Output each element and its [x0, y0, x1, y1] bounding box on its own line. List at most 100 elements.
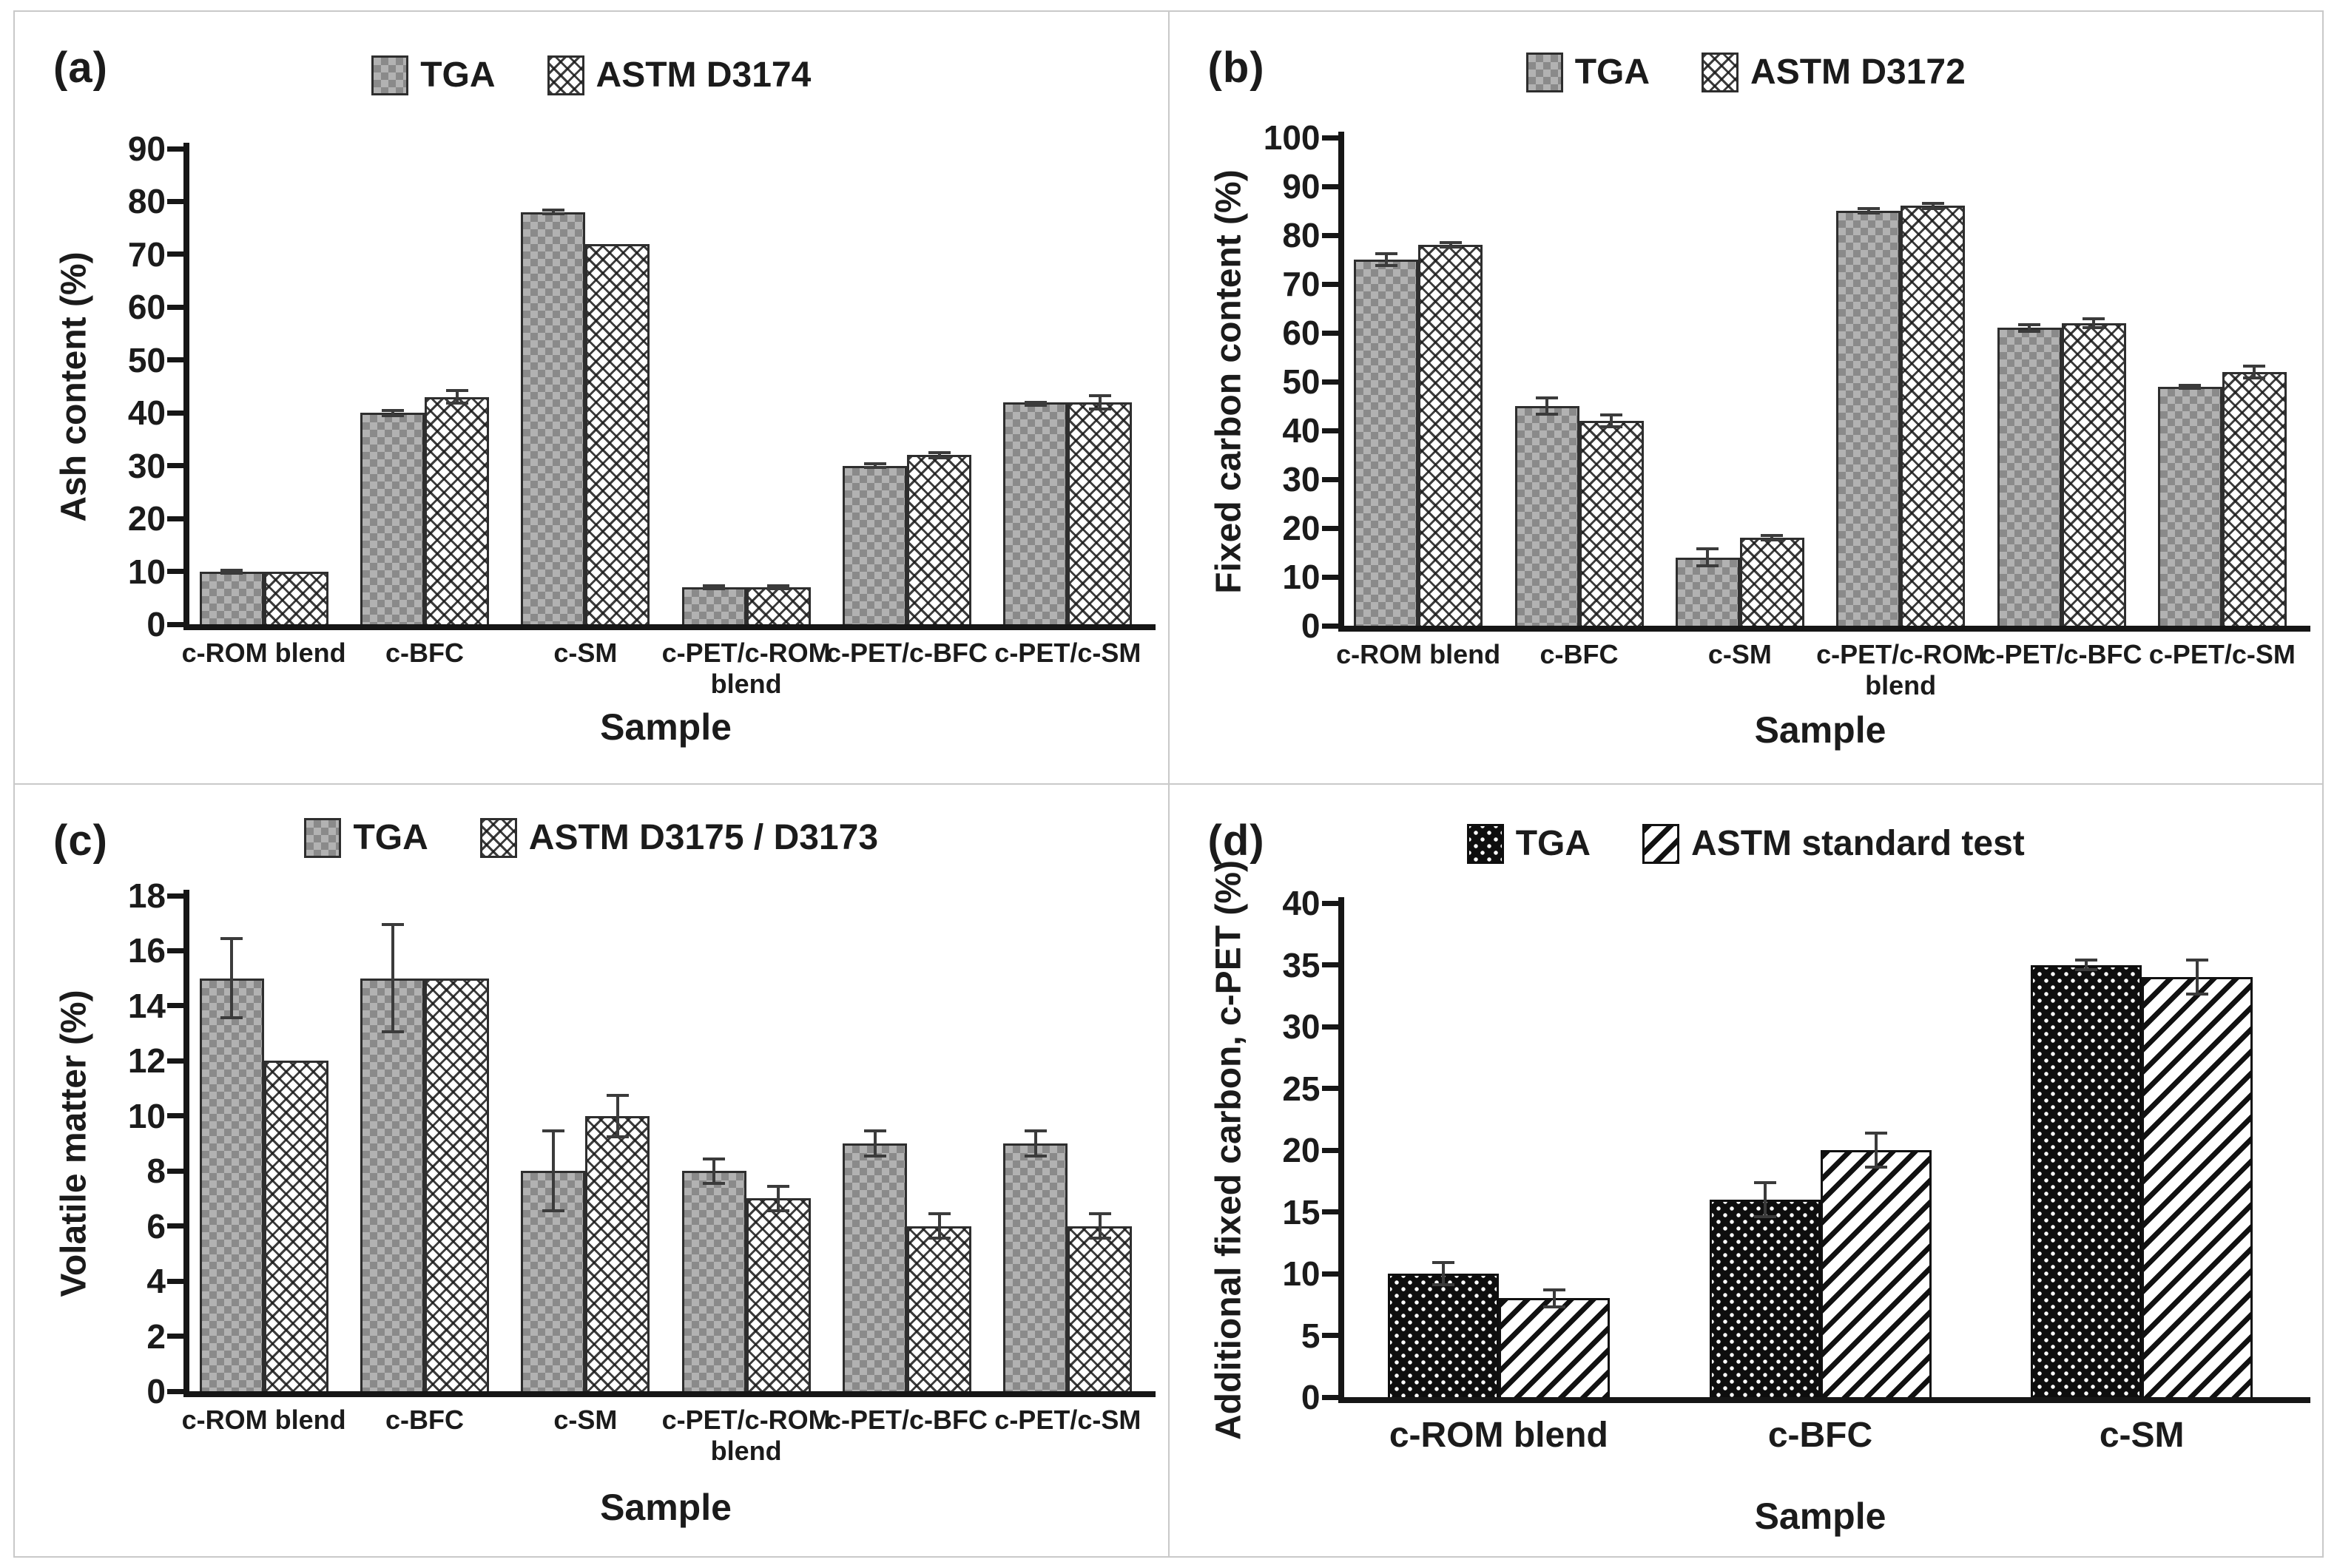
panel-label-b: (b)	[1207, 44, 1265, 92]
panel-b: (b) TGA ASTM D3172 100 90 80 70 60 50 40 30 20 10 0…	[1169, 12, 2323, 783]
y-tick-label: 40	[1282, 884, 1321, 922]
y-axis-line	[1338, 132, 1344, 632]
x-axis-title: Sample	[1754, 709, 1886, 751]
x-category-label: c-BFC	[1540, 639, 1619, 669]
error-bar	[1864, 1131, 1887, 1169]
error-bar	[2075, 959, 2098, 971]
x-axis-title: Sample	[600, 706, 732, 748]
bar-c-rom-blend-astm	[263, 1061, 328, 1396]
y-axis-title: Volatile matter (%)	[54, 990, 94, 1297]
legend-item-tga: TGA	[1466, 823, 1591, 864]
y-tick-label: 60	[127, 288, 166, 327]
error-bar	[863, 1129, 886, 1158]
legend-label: ASTM D3172	[1750, 53, 1966, 92]
y-tick-mark	[1321, 623, 1338, 629]
legend-b: TGA ASTM D3172	[1170, 52, 2323, 92]
y-tick-mark	[1321, 1333, 1338, 1338]
legend-item-astm-d3175-d3173: ASTM D3175 / D3173	[479, 817, 878, 858]
y-tick-mark	[167, 198, 183, 204]
legend-swatch-icon	[479, 817, 517, 858]
error-bar	[606, 1094, 629, 1138]
y-tick-label: 0	[146, 1372, 166, 1410]
y-tick-mark	[1321, 183, 1338, 189]
legend-item-tga: TGA	[304, 817, 428, 858]
y-tick-label: 70	[127, 234, 166, 274]
bar-c-pet-c-sm-astm	[1068, 402, 1133, 629]
bar-c-bfc-astm	[1579, 420, 1644, 630]
error-bar	[928, 450, 951, 460]
bar-c-bfc-tga	[1514, 406, 1579, 630]
bar-c-rom-blend-tga	[1354, 260, 1419, 630]
legend-c: TGA ASTM D3175 / D3173	[15, 817, 1168, 858]
x-category-label: c-PET/c-ROM blend	[1816, 639, 1986, 701]
error-bar	[2243, 364, 2266, 379]
legend-swatch-icon	[1525, 52, 1563, 92]
y-tick-mark	[1321, 428, 1338, 433]
x-axis-line	[183, 1391, 1156, 1397]
y-tick-label: 4	[146, 1262, 166, 1301]
bar-c-rom-blend-tga	[199, 571, 264, 629]
error-bar	[1536, 396, 1558, 416]
x-category-label: c-PET/c-ROM blend	[661, 1405, 831, 1467]
x-axis-line	[183, 624, 1156, 630]
error-bar	[381, 408, 404, 417]
legend-label: TGA	[420, 55, 496, 95]
y-tick-label: 40	[1282, 411, 1321, 450]
error-bar	[1696, 547, 1719, 567]
error-bar	[1857, 206, 1880, 215]
bar-c-rom-blend-tga	[1387, 1274, 1499, 1402]
error-bar	[1088, 394, 1111, 410]
bar-c-pet-c-rom-blend-tga	[1836, 211, 1901, 630]
y-tick-label: 8	[146, 1152, 166, 1191]
bar-c-pet-c-sm-astm	[2222, 371, 2287, 630]
y-tick-mark	[167, 251, 183, 257]
y-tick-mark	[167, 1278, 183, 1284]
panel-label-c: (c)	[53, 817, 108, 865]
x-category-label: c-SM	[553, 638, 618, 668]
error-bar	[2186, 959, 2209, 996]
y-tick-mark	[1321, 962, 1338, 967]
bar-c-pet-c-rom-blend-astm	[746, 587, 811, 629]
bar-c-pet-c-bfc-tga	[843, 465, 907, 629]
y-tick-label: 25	[1282, 1069, 1321, 1108]
y-tick-label: 6	[146, 1206, 166, 1246]
panel-d: (d) TGA ASTM standard test 40 35 30 25 20 15 10…	[1169, 785, 2322, 1556]
error-bar	[1542, 1288, 1565, 1308]
y-tick-mark	[167, 621, 183, 627]
panel-c: (c) TGA ASTM D3175 / D3173 18 16 14 12 10 8 6 4 2…	[15, 785, 1168, 1556]
four-panel-bar-chart-figure: (a) TGA ASTM D3174 90 80 70 60 50 40 30 20 10 0 Ash…	[13, 10, 2324, 1558]
x-category-label: c-ROM blend	[181, 1405, 346, 1435]
bar-c-pet-c-sm-tga	[1003, 1143, 1068, 1396]
y-tick-mark	[167, 1223, 183, 1229]
legend-swatch-icon	[547, 55, 584, 95]
y-tick-mark	[1321, 1209, 1338, 1214]
bar-c-sm-astm	[1739, 538, 1804, 630]
y-tick-label: 30	[1282, 1007, 1321, 1046]
bar-c-bfc-astm	[425, 978, 489, 1396]
y-tick-mark	[167, 357, 183, 363]
legend-label: ASTM D3174	[596, 55, 812, 95]
bar-c-pet-c-rom-blend-astm	[746, 1198, 811, 1396]
y-tick-label: 0	[146, 605, 166, 643]
y-tick-label: 40	[127, 393, 166, 433]
error-bar	[1761, 533, 1784, 542]
y-tick-label: 90	[127, 129, 166, 168]
y-tick-mark	[1321, 1271, 1338, 1277]
y-tick-mark	[1321, 476, 1338, 482]
bar-c-pet-c-sm-astm	[1068, 1226, 1133, 1396]
bar-c-pet-c-bfc-astm	[2061, 322, 2126, 630]
x-category-label: c-SM	[553, 1405, 618, 1435]
y-tick-label: 20	[1282, 1131, 1321, 1169]
panel-label-a: (a)	[53, 44, 108, 92]
y-axis-line	[1338, 897, 1344, 1403]
error-bar	[220, 568, 243, 575]
x-axis-title: Sample	[1754, 1496, 1886, 1537]
error-bar	[1088, 1212, 1111, 1240]
y-tick-label: 0	[1301, 1378, 1321, 1416]
error-bar	[1024, 1129, 1047, 1158]
error-bar	[2018, 322, 2040, 333]
y-tick-label: 10	[127, 1096, 166, 1135]
y-tick-mark	[1321, 1086, 1338, 1091]
x-category-label: c-PET/c-SM	[994, 1405, 1141, 1435]
y-tick-mark	[167, 1113, 183, 1119]
